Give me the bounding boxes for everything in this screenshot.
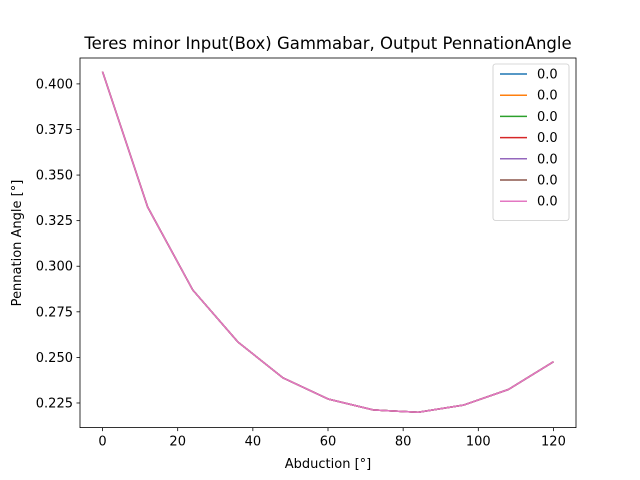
- legend-label: 0.0: [537, 174, 558, 189]
- x-tick-label: 120: [541, 435, 566, 450]
- x-axis-label: Abduction [°]: [285, 457, 371, 472]
- x-tick-label: 80: [395, 435, 412, 450]
- legend-box: [492, 63, 570, 221]
- x-tick-label: 20: [169, 435, 186, 450]
- x-tick-label: 60: [320, 435, 337, 450]
- chart-title: Teres minor Input(Box) Gammabar, Output …: [83, 34, 571, 53]
- legend-label: 0.0: [537, 68, 558, 83]
- series-line-7: [101, 71, 554, 414]
- legend-label: 0.0: [537, 110, 558, 125]
- x-tick-label: 40: [245, 435, 262, 450]
- y-tick-label: 0.375: [36, 123, 73, 138]
- y-tick-label: 0.400: [36, 77, 73, 92]
- y-tick-label: 0.250: [36, 351, 73, 366]
- y-tick-label: 0.325: [36, 214, 73, 229]
- x-axis: 0 20 40 60 80 100 120: [98, 427, 566, 450]
- x-tick-label: 100: [466, 435, 491, 450]
- legend-label: 0.0: [537, 152, 558, 167]
- legend-label: 0.0: [537, 195, 558, 210]
- y-axis-label: Pennation Angle [°]: [10, 180, 25, 307]
- y-tick-label: 0.275: [36, 305, 73, 320]
- y-axis: 0.225 0.250 0.275 0.300 0.325 0.350 0.375 0.400: [36, 77, 80, 411]
- x-tick-label: 0: [98, 435, 106, 450]
- y-tick-label: 0.225: [36, 396, 73, 411]
- legend: 0.0 0.0 0.0 0.0 0.0 0.0 0.0: [492, 63, 570, 221]
- legend-label: 0.0: [537, 89, 558, 104]
- y-tick-label: 0.350: [36, 169, 73, 184]
- plot-lines: [101, 71, 554, 414]
- legend-label: 0.0: [537, 131, 558, 146]
- y-tick-label: 0.300: [36, 260, 73, 275]
